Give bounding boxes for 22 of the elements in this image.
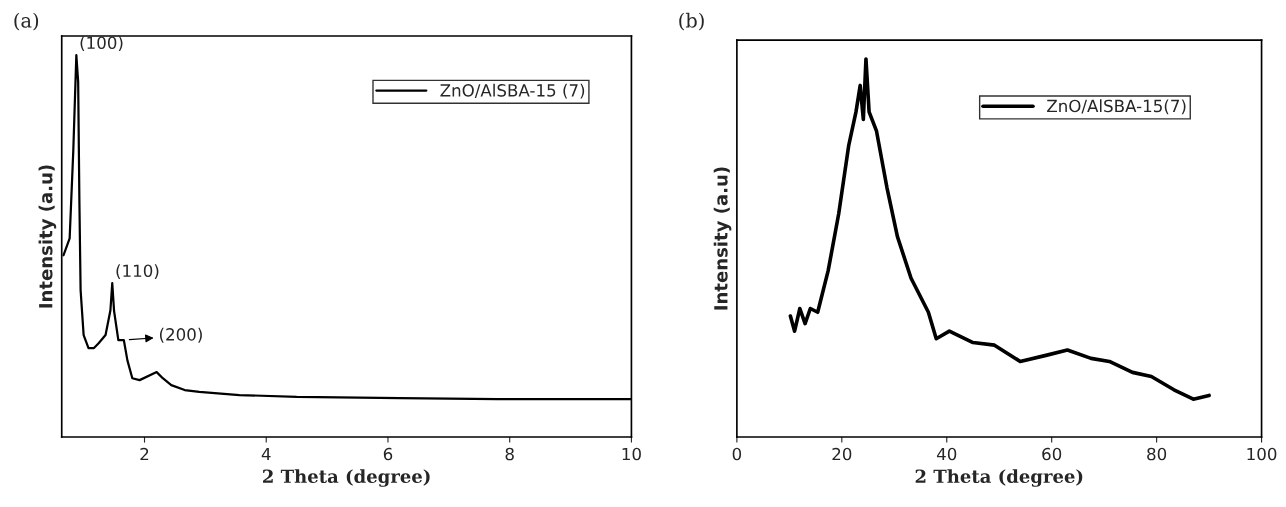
legend-label: ZnO/AlSBA-15 (7) [440,83,585,99]
x-tick-label: 60 [1042,447,1062,461]
x-tick-label: 40 [936,447,957,461]
y-axis-title: Intensity (a.u) [38,165,57,308]
y-axis-title: Intensity (a.u) [713,167,732,310]
x-tick-label: 0 [732,447,742,461]
x-tick-label: 80 [1147,447,1167,461]
x-tick-label: 2 [140,447,149,461]
x-axis-title: 2 Theta (degree) [915,469,1083,487]
x-tick-label: 6 [383,447,393,461]
x-tick-label: 8 [505,447,514,461]
x-tick-label: 20 [832,447,852,461]
text: (b) [679,12,704,31]
x-axis-title: 2 Theta (degree) [263,469,430,487]
annotation: (100) [80,36,123,52]
text: (a) [14,12,39,31]
annotation: (110) [116,264,159,280]
x-tick-label: 4 [261,447,271,461]
annotation: (200) [159,327,202,343]
x-tick-label: 100 [1247,447,1277,461]
x-tick-label: 10 [622,447,641,461]
legend-label: ZnO/AlSBA-15(7) [1047,99,1186,115]
